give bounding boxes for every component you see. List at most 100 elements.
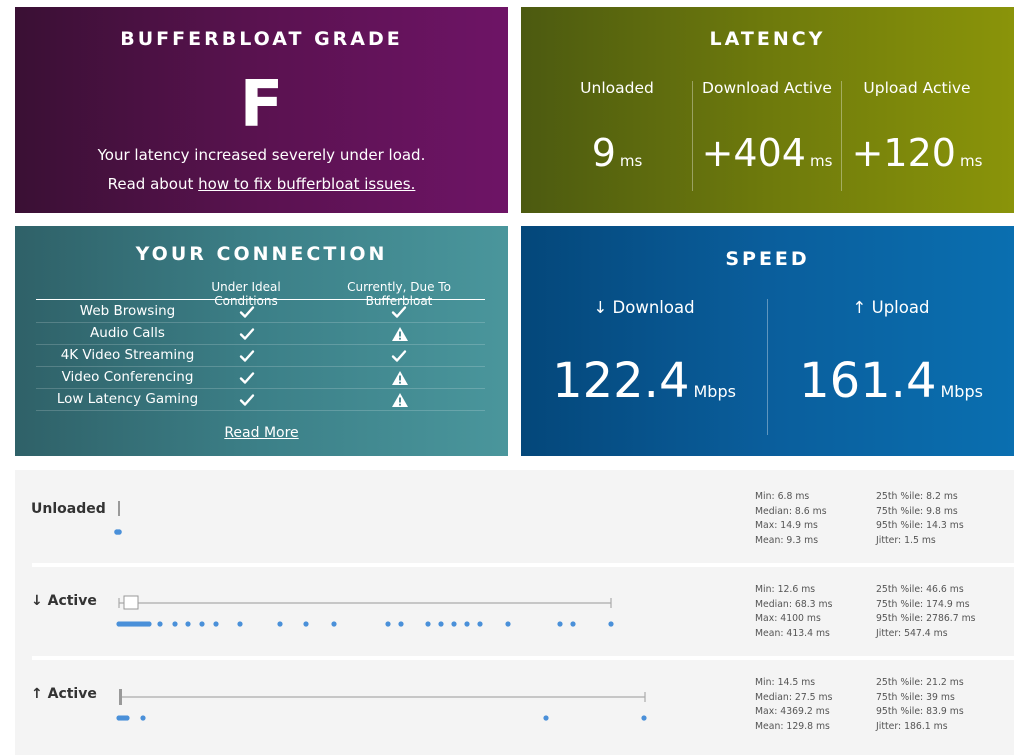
check-icon	[239, 304, 255, 320]
download-stats-col2: 25th %ile: 46.6 ms 75th %ile: 174.9 ms 9…	[876, 583, 976, 641]
grade-letter: F	[239, 68, 284, 142]
stat-mean: Mean: 9.3 ms	[755, 534, 819, 546]
latency-sample-dot	[570, 621, 576, 627]
check-icon	[391, 304, 407, 320]
connection-activity-name: 4K Video Streaming	[60, 347, 195, 363]
stat-max: Max: 14.9 ms	[755, 520, 818, 531]
fix-bufferbloat-link[interactable]: how to fix bufferbloat issues.	[198, 175, 416, 193]
speed-download: ↓ Download 122.4 Mbps	[521, 298, 767, 409]
stat-mean: Mean: 413.4 ms	[755, 627, 830, 639]
check-icon	[239, 370, 255, 386]
stat-min: Min: 12.6 ms	[755, 584, 816, 595]
latency-sample-dot	[331, 621, 337, 627]
latency-unloaded-label: Unloaded	[580, 79, 654, 97]
download-latency-plot	[116, 595, 614, 627]
upload-stats-col1: Min: 14.5 ms Median: 27.5 ms Max: 4369.2…	[755, 676, 832, 734]
stats-row-upload-active: ↑ Active Min: 14.5 ms Median: 27.5 ms Ma…	[15, 660, 1014, 748]
stat-jitter: Jitter: 547.4 ms	[876, 627, 948, 639]
latency-sample-dot	[124, 715, 130, 721]
latency-download-active: Download Active +404 ms	[692, 77, 842, 175]
latency-sample-dot	[557, 621, 563, 627]
connection-header-rule	[36, 299, 485, 300]
latency-sample-dot	[477, 621, 483, 627]
stat-p95: 95th %ile: 2786.7 ms	[876, 613, 976, 624]
latency-upload-label: Upload Active	[863, 79, 971, 97]
latency-sample-dot	[157, 621, 163, 627]
warning-icon	[391, 326, 408, 342]
latency-sample-dot	[464, 621, 470, 627]
latency-sample-dot	[608, 621, 614, 627]
grade-message: Your latency increased severely under lo…	[97, 146, 426, 164]
warning-icon	[391, 392, 408, 408]
latency-card: LATENCY Unloaded 9 ms Download Active +40…	[521, 7, 1014, 213]
latency-sample-dot	[185, 621, 191, 627]
stat-p75: 75th %ile: 174.9 ms	[876, 598, 970, 610]
stat-max: Max: 4369.2 ms	[755, 706, 830, 717]
connection-row: Video Conferencing	[36, 366, 485, 389]
latency-unloaded-unit: ms	[619, 152, 643, 170]
download-stats-col1: Min: 12.6 ms Median: 68.3 ms Max: 4100 m…	[755, 583, 832, 641]
stat-p75: 75th %ile: 39 ms	[876, 691, 955, 703]
latency-unloaded-value: 9	[591, 131, 616, 175]
stat-median: Median: 68.3 ms	[755, 598, 833, 610]
latency-sample-dot	[140, 715, 146, 721]
check-icon	[239, 392, 255, 408]
upload-iqr-box	[119, 689, 122, 705]
connection-row: Low Latency Gaming	[36, 388, 485, 411]
latency-sample-dot	[303, 621, 309, 627]
latency-sample-dot	[385, 621, 391, 627]
download-iqr-box	[123, 595, 139, 610]
speed-upload: ↑ Upload 161.4 Mbps	[768, 298, 1014, 409]
stat-min: Min: 6.8 ms	[755, 491, 810, 502]
connection-activity-name: Video Conferencing	[61, 369, 194, 385]
stats-row-label: ↓ Active	[31, 593, 97, 609]
read-about-prefix: Read about	[107, 175, 199, 193]
stat-p25: 25th %ile: 46.6 ms	[876, 584, 964, 595]
stat-min: Min: 14.5 ms	[755, 677, 816, 688]
latency-divider-2	[841, 81, 842, 191]
stat-mean: Mean: 129.8 ms	[755, 720, 830, 732]
bufferbloat-grade-card: BUFFERBLOAT GRADE F Your latency increas…	[15, 7, 508, 213]
latency-sample-dot	[398, 621, 404, 627]
download-sample-dots	[116, 621, 614, 627]
connection-row: 4K Video Streaming	[36, 344, 485, 367]
stats-separator	[32, 563, 1014, 567]
stat-max: Max: 4100 ms	[755, 613, 821, 624]
unloaded-stats-col2: 25th %ile: 8.2 ms 75th %ile: 9.8 ms 95th…	[876, 490, 964, 548]
stat-p95: 95th %ile: 83.9 ms	[876, 706, 964, 717]
latency-sample-dot	[172, 621, 178, 627]
stat-jitter: Jitter: 186.1 ms	[876, 720, 948, 732]
unloaded-latency-plot	[114, 501, 122, 535]
stats-separator	[32, 656, 1014, 660]
header-currently-bufferbloat: Currently, Due To Bufferbloat	[347, 280, 451, 308]
speed-title: SPEED	[725, 248, 810, 270]
latency-unloaded: Unloaded 9 ms	[542, 77, 692, 175]
stats-row-label: Unloaded	[31, 501, 106, 517]
connection-activity-name: Audio Calls	[90, 325, 165, 341]
latency-title: LATENCY	[709, 28, 826, 50]
stat-p95: 95th %ile: 14.3 ms	[876, 520, 964, 531]
grade-title: BUFFERBLOAT GRADE	[120, 28, 403, 50]
latency-download-value: +404	[701, 131, 806, 175]
speed-divider	[767, 299, 768, 435]
latency-sample-dot	[277, 621, 283, 627]
read-more-link[interactable]: Read More	[224, 425, 299, 441]
download-label: ↓ Download	[593, 298, 695, 317]
download-value: 122.4	[552, 353, 690, 409]
latency-sample-dot	[237, 621, 243, 627]
stat-p75: 75th %ile: 9.8 ms	[876, 505, 958, 517]
latency-sample-dot	[451, 621, 457, 627]
latency-sample-dot	[543, 715, 549, 721]
stats-row-unloaded: Unloaded Min: 6.8 ms Median: 8.6 ms Max:…	[15, 470, 1014, 558]
latency-sample-dot	[438, 621, 444, 627]
latency-sample-dot	[425, 621, 431, 627]
grade-read-about: Read about how to fix bufferbloat issues…	[15, 175, 508, 193]
connection-activity-name: Low Latency Gaming	[56, 391, 199, 407]
warning-icon	[391, 370, 408, 386]
check-icon	[239, 348, 255, 364]
header-ideal-conditions: Under Ideal Conditions	[211, 280, 281, 308]
check-icon	[239, 326, 255, 342]
latency-download-label: Download Active	[702, 79, 832, 97]
unloaded-stats-col1: Min: 6.8 ms Median: 8.6 ms Max: 14.9 ms …	[755, 490, 827, 548]
latency-sample-dot	[199, 621, 205, 627]
